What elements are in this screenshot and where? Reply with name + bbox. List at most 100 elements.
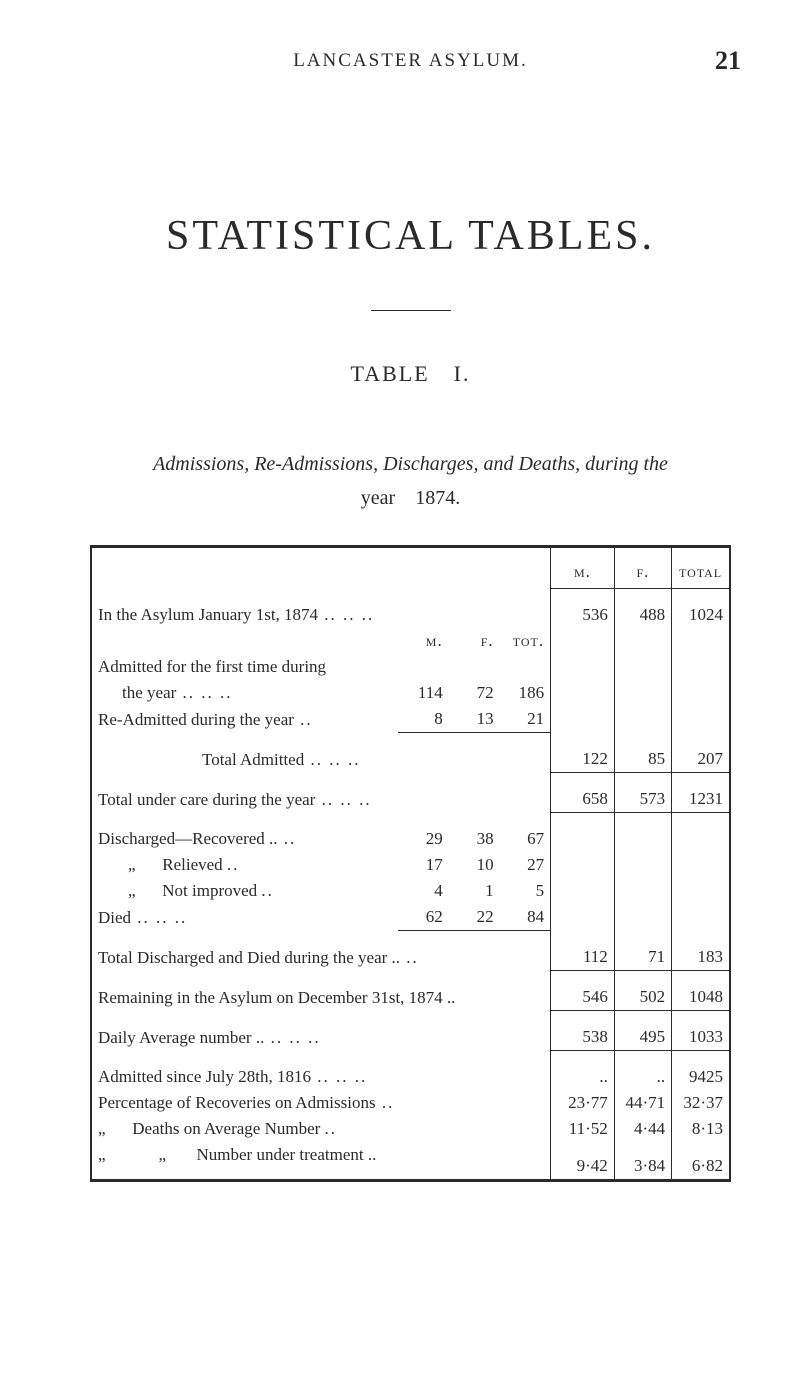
cell: 1048 — [672, 977, 729, 1011]
cell: 495 — [614, 1017, 671, 1051]
row-label: Admitted since July 28th, 1816 — [92, 1057, 551, 1090]
page-number: 21 — [715, 46, 741, 76]
row-label-text: Relieved — [162, 855, 222, 874]
table-row: In the Asylum January 1st, 1874 536 488 … — [92, 589, 729, 629]
cell: 17 — [398, 852, 449, 878]
subcol-f: f. — [449, 628, 500, 654]
row-label: Total Discharged and Died during the yea… — [92, 937, 551, 971]
cell: 72 — [449, 680, 500, 706]
running-head-text: LANCASTER ASYLUM. — [293, 50, 528, 71]
cell: 3·84 — [614, 1142, 671, 1179]
cell: 488 — [614, 589, 671, 629]
row-label-text: Deaths on Average Number — [132, 1119, 320, 1138]
stats-table-frame: m. f. total In the Asylum January 1st, 1… — [90, 545, 731, 1182]
cell: 21 — [500, 706, 551, 733]
row-label: Percentage of Recoveries on Admissions — [92, 1090, 551, 1116]
table-row: Admitted since July 28th, 1816 .. .. 942… — [92, 1057, 729, 1090]
row-label: Daily Average number .. — [92, 1017, 551, 1051]
table-row: Total Discharged and Died during the yea… — [92, 937, 729, 971]
cell: 8 — [398, 706, 449, 733]
caption-line-1: Admissions, Re-Admissions, Discharges, a… — [153, 453, 668, 475]
cell: 9425 — [672, 1057, 729, 1090]
table-row: Remaining in the Asylum on December 31st… — [92, 977, 729, 1011]
cell: 27 — [500, 852, 551, 878]
cell: .. — [614, 1057, 671, 1090]
col-head-f: f. — [614, 548, 671, 588]
cell: 114 — [398, 680, 449, 706]
cell: 536 — [551, 589, 615, 629]
caption-line-2: year 1874. — [361, 487, 460, 509]
row-label: Remaining in the Asylum on December 31st… — [92, 977, 551, 1011]
table-row: „ Relieved 17 10 27 — [92, 852, 729, 878]
cell: 11·52 — [551, 1116, 615, 1142]
cell: 22 — [449, 904, 500, 931]
row-label: Died — [92, 904, 398, 931]
cell: 10 — [449, 852, 500, 878]
cell: 38 — [449, 819, 500, 852]
cell: 186 — [500, 680, 551, 706]
cell: 32·37 — [672, 1090, 729, 1116]
cell: 502 — [614, 977, 671, 1011]
cell: 1024 — [672, 589, 729, 629]
ditto-mark: „ — [98, 881, 158, 901]
table-row: „ Not improved 4 1 5 — [92, 878, 729, 904]
sub-col-head-row: m. f. tot. — [92, 628, 729, 654]
table-row: „ „ Number under treatment .. 9·42 3·84 … — [92, 1142, 729, 1179]
row-label: Re-Admitted during the year — [92, 706, 398, 733]
stats-table: m. f. total In the Asylum January 1st, 1… — [92, 548, 729, 1179]
cell: 29 — [398, 819, 449, 852]
subcol-m: m. — [398, 628, 449, 654]
cell: 8·13 — [672, 1116, 729, 1142]
subcol-tot: tot. — [500, 628, 551, 654]
table-row: „ Deaths on Average Number 11·52 4·44 8·… — [92, 1116, 729, 1142]
table-row: Total under care during the year 658 573… — [92, 779, 729, 813]
cell: 44·71 — [614, 1090, 671, 1116]
col-head-total: total — [672, 548, 729, 588]
main-title: STATISTICAL TABLES. — [80, 212, 741, 260]
col-head-m: m. — [551, 548, 615, 588]
row-label: the year — [92, 680, 398, 706]
cell: 71 — [614, 937, 671, 971]
ditto-mark: „ — [98, 1145, 128, 1165]
cell: 5 — [500, 878, 551, 904]
table-row: the year 114 72 186 — [92, 680, 729, 706]
row-label: „ Relieved — [92, 852, 398, 878]
row-label: „ Not improved — [92, 878, 398, 904]
table-row: Admitted for the first time during — [92, 654, 729, 680]
page: LANCASTER ASYLUM. 21 STATISTICAL TABLES.… — [0, 0, 801, 1380]
cell: 112 — [551, 937, 615, 971]
cell: 207 — [672, 739, 729, 773]
row-label-text: Number under treatment .. — [197, 1145, 377, 1164]
cell: 1033 — [672, 1017, 729, 1051]
cell: 4 — [398, 878, 449, 904]
table-row: Discharged—Recovered .. 29 38 67 — [92, 819, 729, 852]
ditto-mark: „ — [98, 1119, 128, 1139]
row-label: Discharged—Recovered .. — [92, 819, 398, 852]
row-label: Total under care during the year — [92, 779, 398, 813]
cell: 9·42 — [551, 1142, 615, 1179]
row-label-text: Not improved — [162, 881, 257, 900]
cell: 85 — [614, 739, 671, 773]
table-row: Percentage of Recoveries on Admissions 2… — [92, 1090, 729, 1116]
table-row: Re-Admitted during the year 8 13 21 — [92, 706, 729, 733]
cell: 122 — [551, 739, 615, 773]
row-label: Total Admitted — [92, 739, 398, 773]
cell: 23·77 — [551, 1090, 615, 1116]
row-label: „ Deaths on Average Number — [92, 1116, 551, 1142]
rule-under-title — [371, 310, 451, 311]
cell: 538 — [551, 1017, 615, 1051]
row-label: Admitted for the first time during — [92, 654, 398, 680]
cell: 84 — [500, 904, 551, 931]
cell: 67 — [500, 819, 551, 852]
cell: 546 — [551, 977, 615, 1011]
cell: 62 — [398, 904, 449, 931]
table-header-row: m. f. total — [92, 548, 729, 588]
table-row: Daily Average number .. 538 495 1033 — [92, 1017, 729, 1051]
table-row: Died 62 22 84 — [92, 904, 729, 931]
cell: 183 — [672, 937, 729, 971]
row-label: In the Asylum January 1st, 1874 — [92, 589, 398, 629]
cell: 1 — [449, 878, 500, 904]
cell: 13 — [449, 706, 500, 733]
cell: 4·44 — [614, 1116, 671, 1142]
table-caption: Admissions, Re-Admissions, Discharges, a… — [100, 447, 721, 515]
